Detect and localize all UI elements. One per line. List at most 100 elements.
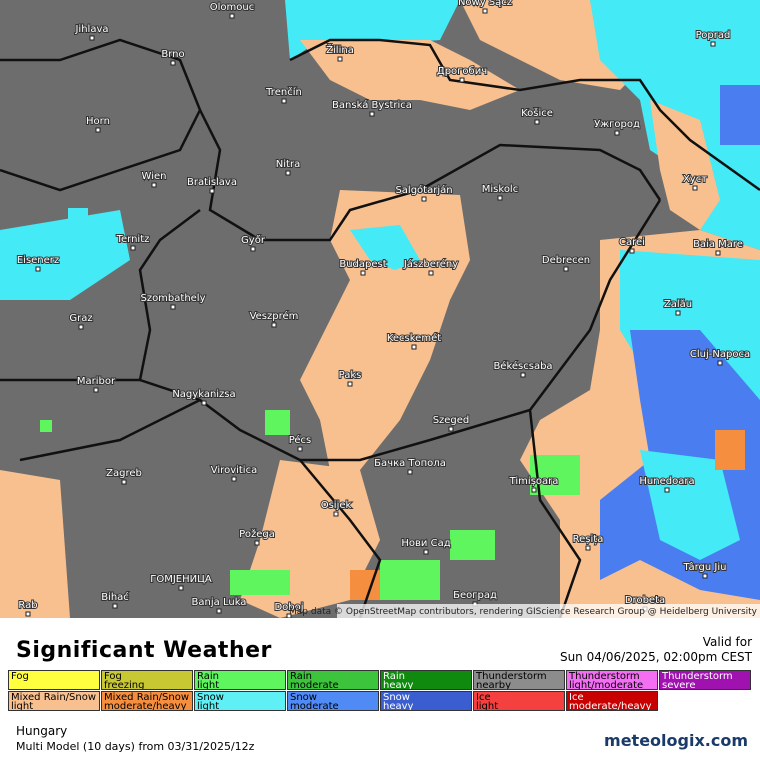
legend-sublabel: heavy — [383, 680, 414, 690]
legend-sublabel: light — [197, 680, 220, 690]
attribution: Map data © OpenStreetMap contributors, r… — [289, 607, 758, 617]
legend-label: Thunderstorm — [476, 671, 547, 682]
city-dot — [209, 188, 215, 194]
city-dot — [459, 77, 465, 83]
city-dot — [448, 426, 454, 432]
city-label: Horn — [86, 116, 110, 127]
city-dot — [428, 270, 434, 276]
legend-sublabel: moderate/heavy — [104, 701, 187, 711]
city-dot — [715, 250, 721, 256]
city-label: Hunedoara — [639, 476, 694, 487]
city-label: Ternitz — [116, 234, 150, 245]
city-dot — [25, 611, 31, 617]
city-label: Debrecen — [542, 255, 590, 266]
city-dot — [534, 119, 540, 125]
legend-sublabel: light/moderate — [569, 680, 644, 690]
city-label: Banja Luka — [192, 597, 247, 608]
legend-item: Fog — [8, 670, 100, 690]
city-dot — [216, 608, 222, 614]
city-dot — [692, 185, 698, 191]
city-dot — [93, 387, 99, 393]
attribution-bg — [337, 604, 760, 618]
title: Significant Weather — [16, 638, 272, 663]
city-dot — [717, 360, 723, 366]
legend-item: Snow light — [194, 691, 286, 711]
city-label: Brno — [161, 49, 184, 60]
city-label: Бачка Топола — [374, 458, 446, 469]
valid-label: Valid for — [702, 635, 752, 649]
city-dot — [614, 130, 620, 136]
legend-label: Snow — [290, 692, 317, 703]
city-label: Wien — [142, 171, 167, 182]
city-label: Veszprém — [250, 310, 299, 322]
city-label: Nagykanizsa — [172, 389, 235, 400]
legend-sublabel: light — [197, 701, 220, 711]
city-dot — [271, 322, 277, 328]
legend-label: Thunderstorm — [569, 671, 640, 682]
city-label: Salgótarján — [395, 184, 452, 196]
city-dot — [130, 245, 136, 251]
city-dot — [675, 310, 681, 316]
city-dot — [285, 170, 291, 176]
legend-item: Mixed Rain/Snow moderate/heavy — [101, 691, 193, 711]
city-label: Jihlava — [74, 24, 108, 35]
weather-map: Olomouc Jihlava Brno Žilina Nowy Sącz Poprad Д… — [0, 0, 760, 618]
city-label: Maribor — [77, 376, 116, 387]
city-label: Paks — [339, 370, 362, 381]
legend-sublabel: nearby — [476, 680, 511, 690]
legend-sublabel: severe — [662, 680, 696, 690]
city-label: Bratislava — [187, 177, 237, 188]
city-dot — [250, 246, 256, 252]
city-label: Banská Bystrica — [332, 99, 412, 111]
city-label: Doboj — [274, 602, 303, 613]
city-dot — [585, 545, 591, 551]
legend-item: Thunderstorm light/moderate — [566, 670, 658, 690]
city-label: Timișoara — [509, 476, 559, 487]
valid-block: Valid for Sun 04/06/2025, 02:00pm CEST — [560, 635, 752, 665]
city-dot — [229, 13, 235, 19]
city-dot — [281, 98, 287, 104]
city-label: Szombathely — [140, 293, 205, 304]
city-label: Târgu Jiu — [683, 561, 727, 573]
legend-item: Snow heavy — [380, 691, 472, 711]
city-dot — [254, 540, 260, 546]
legend-item: Fog freezing — [101, 670, 193, 690]
city-dot — [360, 270, 366, 276]
city-label: Miskolc — [482, 184, 518, 195]
city-label: Carei — [619, 237, 645, 248]
city-label: Нови Сад — [401, 538, 450, 549]
city-label: Ужгород — [594, 119, 640, 130]
legend: Fog Fog freezing Rain light Rain moderate Rain h… — [8, 670, 753, 712]
city-label: Szeged — [433, 415, 470, 426]
city-label: Baia Mare — [693, 239, 743, 250]
city-dot — [89, 35, 95, 41]
city-label: Poprad — [696, 30, 731, 41]
legend-label: Rain — [197, 671, 219, 682]
city-dot — [369, 111, 375, 117]
city-label: Košice — [521, 107, 553, 119]
city-dot — [201, 400, 207, 406]
city-labels: Olomouc Jihlava Brno Žilina Nowy Sącz Poprad Д… — [16, 0, 751, 618]
city-dot — [710, 41, 716, 47]
city-dot — [337, 56, 343, 62]
legend-label: Thunderstorm — [662, 671, 733, 682]
legend-sublabel: light — [11, 701, 34, 711]
city-label: Kecskemét — [387, 332, 441, 344]
city-label: Trenčín — [265, 86, 302, 98]
city-dot — [520, 372, 526, 378]
city-label: Békéscsaba — [493, 360, 552, 372]
city-label: Žilina — [326, 43, 354, 56]
city-dot — [95, 127, 101, 133]
city-label: Požega — [239, 528, 275, 540]
legend-label: Snow — [197, 692, 224, 703]
legend-label: Ice — [476, 692, 491, 703]
city-dot — [112, 603, 118, 609]
legend-label: Mixed Rain/Snow — [11, 692, 97, 703]
legend-item: Mixed Rain/Snow light — [8, 691, 100, 711]
city-label: Дрогобич — [437, 66, 487, 77]
city-label: Jászberény — [403, 258, 458, 270]
city-dot — [347, 381, 353, 387]
city-dot — [411, 344, 417, 350]
legend-sublabel: light — [476, 701, 499, 711]
